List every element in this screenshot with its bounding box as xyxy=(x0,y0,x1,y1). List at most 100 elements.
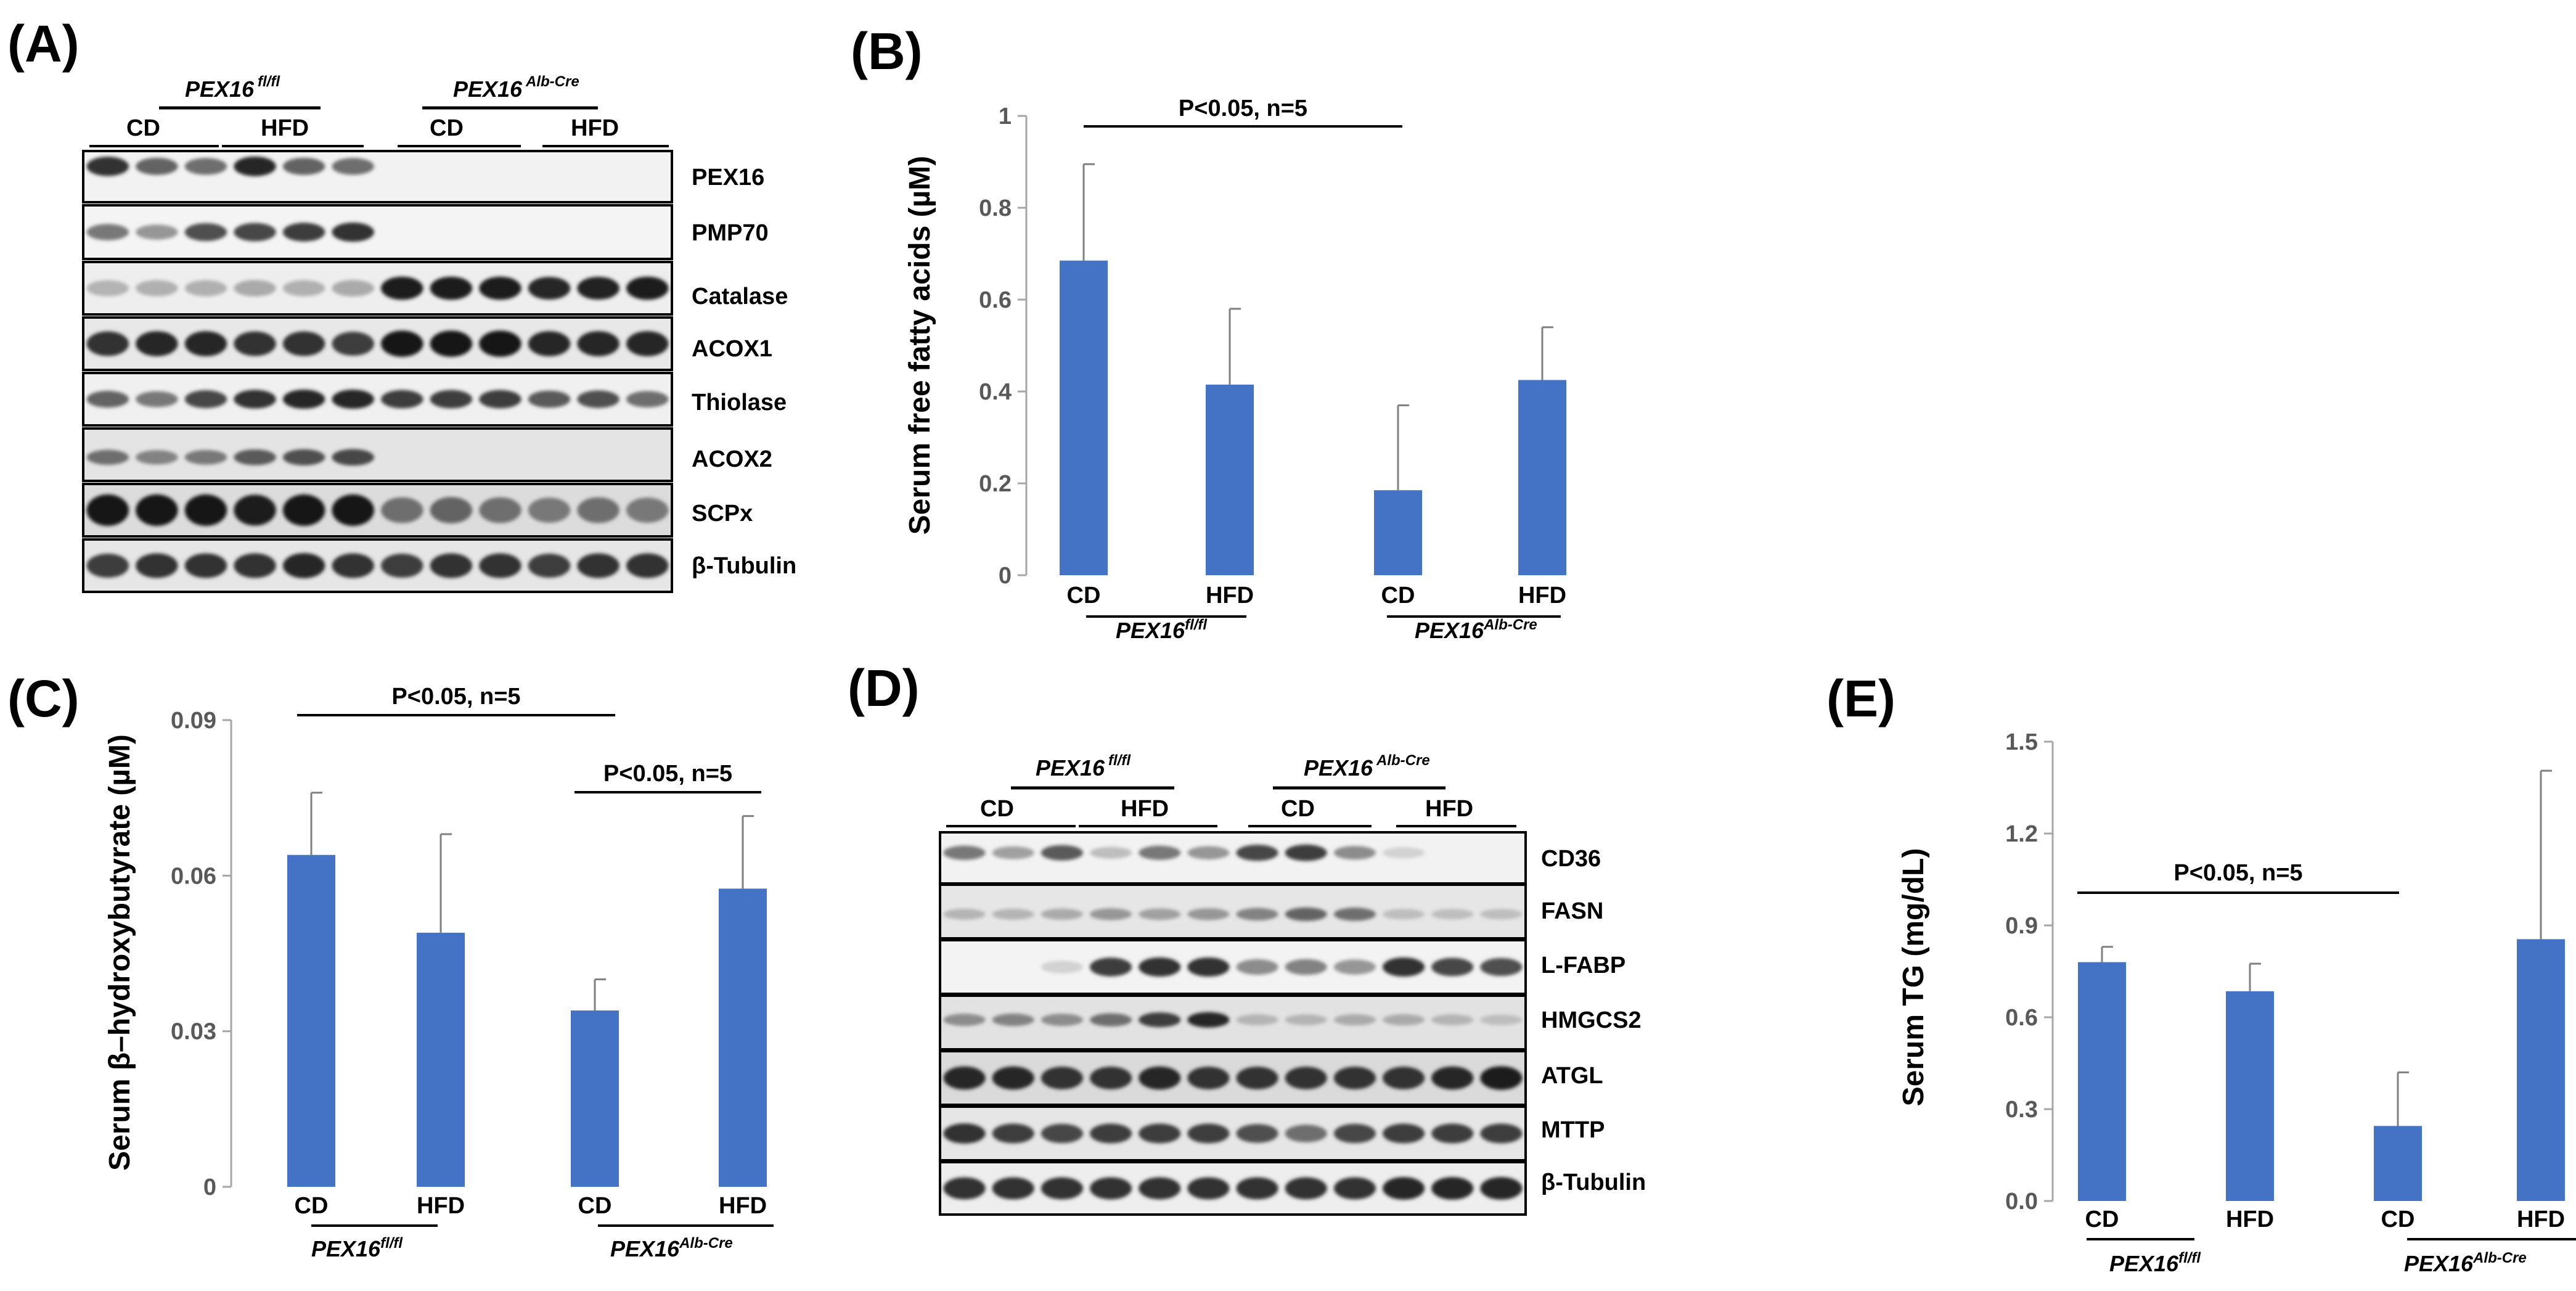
blot-band xyxy=(332,494,374,526)
blot-band xyxy=(528,277,571,300)
blot-band xyxy=(1187,846,1230,859)
blot-band xyxy=(381,330,423,357)
blot-band xyxy=(1285,959,1327,975)
bar-3 xyxy=(571,1010,619,1187)
blot-band xyxy=(1090,846,1132,859)
blot-band xyxy=(1431,1066,1474,1090)
bar-1 xyxy=(2078,962,2126,1201)
blot-band xyxy=(626,391,669,408)
blot-band xyxy=(577,390,619,408)
blot-band xyxy=(1333,908,1376,921)
panel-a-group2-sup: Alb-Cre xyxy=(525,73,579,90)
y-tick-label: 0.3 xyxy=(2005,1097,2038,1123)
y-tick-label: 0.09 xyxy=(171,708,216,734)
blot-band xyxy=(1431,1014,1474,1026)
blot-band xyxy=(282,223,325,242)
blot-band xyxy=(1041,908,1083,920)
blot-band xyxy=(1139,1177,1181,1200)
significance-label: P<0.05, n=5 xyxy=(2173,860,2302,886)
blot-band xyxy=(1236,908,1278,921)
x-category-label: CD xyxy=(2381,1207,2415,1232)
x-category-label: CD xyxy=(2085,1207,2119,1232)
blot-band xyxy=(1187,1067,1230,1089)
blot-band xyxy=(1383,909,1425,920)
panel-a-diet-2: HFD xyxy=(261,115,309,141)
blot-band xyxy=(282,280,325,297)
x-category-label: CD xyxy=(578,1193,612,1219)
blot-band xyxy=(184,331,227,356)
panel-a-band-label: SCPx xyxy=(692,501,753,527)
blot-band xyxy=(943,845,986,860)
panel-b-letter: (B) xyxy=(851,22,923,80)
blot-strip xyxy=(939,831,1527,885)
panel-a-band-label: PMP70 xyxy=(692,220,769,246)
blot-band xyxy=(943,1123,986,1144)
blot-band xyxy=(1090,1123,1132,1144)
blot-band xyxy=(1041,1014,1083,1027)
blot-band xyxy=(136,157,178,175)
panel-a-letter: (A) xyxy=(7,15,80,73)
blot-band xyxy=(1383,847,1425,859)
blot-band xyxy=(184,158,227,175)
panel-a-group1-sup: fl/fl xyxy=(258,73,280,90)
y-tick-label: 1 xyxy=(999,104,1012,129)
blot-band xyxy=(184,390,227,409)
panel-a-band-label: β-Tubulin xyxy=(692,553,796,579)
blot-band xyxy=(430,276,473,300)
panel-b-chart: (B) 0 0.2 0.4 0.6 0.8 1 Serum free fatty acids … xyxy=(851,22,1566,643)
panel-d-diet-2: HFD xyxy=(1121,796,1169,822)
panel-a-band-label: Catalase xyxy=(692,284,788,309)
blot-band xyxy=(332,553,374,578)
blot-band xyxy=(184,494,227,526)
blot-band xyxy=(1187,1012,1230,1028)
panel-a-blot xyxy=(82,150,673,593)
blot-band xyxy=(282,389,325,409)
blot-strip xyxy=(82,316,673,371)
group-label: PEX16Alb-Cre xyxy=(610,1235,733,1261)
blot-band xyxy=(479,276,521,300)
panel-d-blot xyxy=(939,831,1527,1216)
blot-band xyxy=(234,494,276,526)
x-category-label: HFD xyxy=(2517,1207,2565,1232)
blot-band xyxy=(1139,1066,1181,1090)
blot-strip xyxy=(82,483,673,538)
blot-band xyxy=(430,497,473,523)
blot-band xyxy=(136,224,178,240)
blot-band xyxy=(86,449,129,465)
x-category-label: CD xyxy=(1067,583,1101,609)
y-tick-label: 1.5 xyxy=(2005,729,2038,755)
blot-band xyxy=(430,390,473,409)
blot-band xyxy=(234,449,276,465)
significance-label: P<0.05, n=5 xyxy=(391,684,520,710)
group-label: PEX16fl/fl xyxy=(2109,1250,2201,1276)
bar-4 xyxy=(719,888,767,1187)
blot-band xyxy=(528,390,571,408)
blot-band xyxy=(1090,1177,1132,1200)
blot-band xyxy=(1431,957,1474,977)
blot-band xyxy=(1480,1123,1523,1144)
group-label: PEX16fl/fl xyxy=(1116,617,1208,643)
blot-band xyxy=(86,280,129,297)
blot-strip xyxy=(939,1050,1527,1106)
blot-band xyxy=(1187,1123,1230,1144)
blot-band xyxy=(626,553,669,578)
blot-band xyxy=(943,908,986,920)
y-axis-title: Serum free fatty acids (µM) xyxy=(904,156,936,535)
bar-2 xyxy=(417,932,465,1187)
y-tick-label: 0.0 xyxy=(2005,1189,2038,1215)
blot-band xyxy=(332,158,374,175)
bar-4 xyxy=(2517,939,2565,1201)
blot-band xyxy=(1333,1067,1376,1089)
blot-strip xyxy=(82,261,673,316)
panel-d-band-label: β-Tubulin xyxy=(1541,1170,1646,1195)
y-axis-title: Serum TG (mg/dL) xyxy=(1897,848,1930,1107)
blot-band xyxy=(1480,1177,1523,1200)
panel-e-chart: (E) 0.0 0.3 0.6 0.9 1.2 1.5 Serum TG (mg/dL) CD H… xyxy=(1826,670,2576,1276)
bar-4 xyxy=(1518,380,1566,575)
blot-strip xyxy=(82,427,673,482)
y-tick-label: 0 xyxy=(999,563,1012,589)
y-tick-label: 0.2 xyxy=(979,471,1012,497)
blot-band xyxy=(1285,907,1327,921)
blot-band xyxy=(1431,909,1474,920)
blot-band xyxy=(136,553,178,578)
